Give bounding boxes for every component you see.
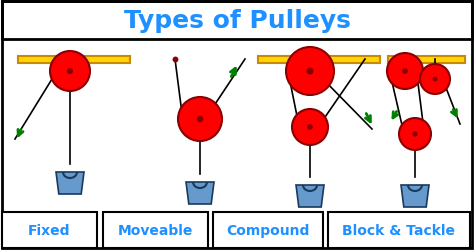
FancyBboxPatch shape xyxy=(213,212,323,248)
Text: Types of Pulleys: Types of Pulleys xyxy=(124,9,350,33)
Circle shape xyxy=(50,52,90,92)
Polygon shape xyxy=(401,185,429,207)
Circle shape xyxy=(286,48,334,96)
Text: Fixed: Fixed xyxy=(28,223,71,237)
Circle shape xyxy=(292,110,328,146)
FancyBboxPatch shape xyxy=(258,57,380,64)
Text: Moveable: Moveable xyxy=(118,223,193,237)
FancyBboxPatch shape xyxy=(2,2,472,40)
Circle shape xyxy=(387,54,423,90)
Polygon shape xyxy=(296,185,324,207)
Circle shape xyxy=(68,69,73,74)
FancyBboxPatch shape xyxy=(328,212,470,248)
Text: Compound: Compound xyxy=(226,223,310,237)
Circle shape xyxy=(399,118,431,150)
Polygon shape xyxy=(186,182,214,204)
Circle shape xyxy=(403,70,407,74)
Text: Block & Tackle: Block & Tackle xyxy=(343,223,456,237)
Circle shape xyxy=(413,132,417,136)
Circle shape xyxy=(307,69,313,74)
Circle shape xyxy=(308,125,312,130)
FancyBboxPatch shape xyxy=(388,57,465,64)
Circle shape xyxy=(178,98,222,142)
FancyBboxPatch shape xyxy=(103,212,208,248)
FancyBboxPatch shape xyxy=(2,212,97,248)
FancyBboxPatch shape xyxy=(18,57,130,64)
Circle shape xyxy=(420,65,450,94)
Circle shape xyxy=(433,78,437,82)
Polygon shape xyxy=(56,172,84,194)
Circle shape xyxy=(197,117,203,122)
